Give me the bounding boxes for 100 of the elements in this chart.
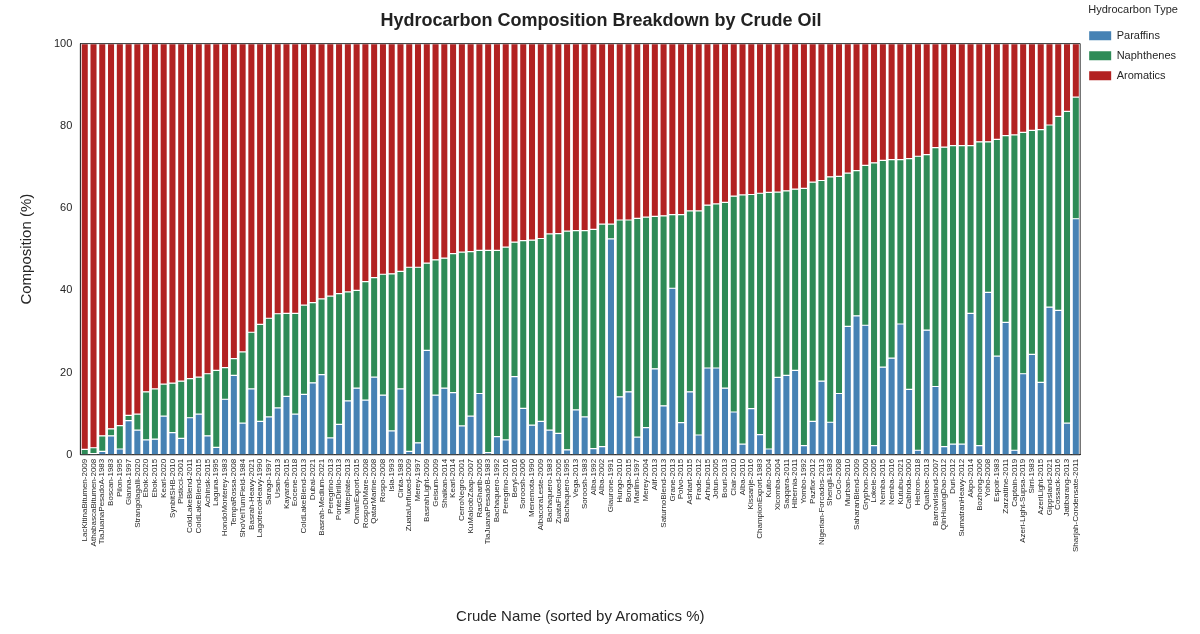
x-tick-label: Isla-1993 — [386, 458, 396, 492]
chart-title: Hydrocarbon Composition Breakdown by Crude Oil — [380, 9, 822, 30]
x-tick-label: Ebok-2020 — [141, 458, 151, 498]
x-tick-label: Gryphon-2000 — [860, 458, 870, 510]
x-tick-label: Pilon-1995 — [115, 458, 125, 497]
x-tick-label: ColdLakeBlend-2015 — [193, 458, 203, 534]
x-tick-label: RasGharib-2005 — [474, 458, 484, 518]
x-tick-label: Gippsland-2021 — [1044, 458, 1054, 516]
x-tick-label: Merey-1997 — [413, 458, 423, 502]
x-tick-label: Murban-2010 — [842, 458, 852, 507]
x-tick-label: Kayarah-2015 — [281, 458, 291, 510]
x-tick-label: Clair-2010 — [728, 458, 738, 496]
x-tick-label: Achinsk-2015 — [202, 458, 212, 508]
x-tick-label: Alba-2010 — [737, 458, 747, 496]
x-tick-label: Zarzaitine-2011 — [1000, 458, 1010, 514]
x-tick-label: Duri-2012 — [948, 458, 958, 494]
x-tick-label: Jatibarang-2013 — [1062, 458, 1072, 517]
x-tick-label: Laguna-1995 — [211, 458, 221, 506]
y-tick-label: 80 — [60, 118, 73, 131]
x-tick-label: QinHuangDao-2012 — [939, 458, 949, 530]
y-tick-label: 20 — [60, 365, 73, 378]
x-tick-label: Jotun-2005 — [711, 458, 721, 499]
y-tick-label: 100 — [53, 36, 73, 49]
x-tick-label: Nemba-2015 — [878, 458, 888, 505]
x-tick-label: LacKitinaBitumen-2009 — [79, 458, 89, 542]
x-tick-label: Soroosh-1983 — [579, 458, 589, 510]
x-tick-label: Bachaquero-1983 — [544, 458, 554, 523]
x-tick-label: Frade-2012 — [693, 458, 703, 501]
x-tick-label: Saqqara-2011 — [781, 458, 791, 509]
x-tick-label: OmanExport-2015 — [351, 458, 361, 525]
x-tick-label: CoCo-2008 — [834, 458, 844, 500]
x-tick-label: Mitteplate-2013 — [343, 458, 353, 514]
x-tick-label: Peregrino-2013 — [325, 458, 335, 514]
x-tick-label: Bonga-2015 — [623, 458, 633, 503]
legend-label: Paraffins — [1116, 28, 1161, 41]
x-tick-label: ColdLakeBlend-2011 — [185, 458, 195, 533]
x-tick-label: Nemba-2016 — [886, 458, 896, 505]
x-tick-label: AzeriLight-2015 — [1035, 458, 1045, 515]
x-tick-label: Peregrino-2016 — [500, 458, 510, 514]
x-tick-label: AthabascaBitumen-2008 — [88, 458, 98, 547]
x-tick-label: Kearl-2014 — [448, 458, 458, 498]
x-tick-label: Yombo-1992 — [799, 458, 809, 504]
x-tick-label: Bachaquero-1992 — [492, 458, 502, 523]
x-tick-label: AlbacoraLeste-2009 — [536, 458, 545, 531]
x-tick-label: CerroNegro-2001 — [457, 458, 467, 522]
y-tick-label: 60 — [60, 201, 73, 214]
x-tick-label: Basrah-Medium-2021 — [316, 458, 326, 536]
y-axis-title: Composition (%) — [17, 193, 35, 305]
x-tick-label: Akpo-2014 — [965, 458, 975, 498]
x-tick-label: ZuataUnfluxed-2009 — [404, 458, 414, 532]
x-tick-label: Shengli-1983 — [825, 458, 835, 506]
x-tick-label: QatarMarine-2008 — [369, 458, 379, 524]
x-tick-label: Kissanje-2016 — [746, 458, 756, 510]
x-tick-label: Nigerian-Forcados-2013 — [816, 458, 826, 546]
x-tick-label: PonteDirillo-2013 — [334, 458, 344, 521]
x-tick-label: SumatranHeavy-2012 — [956, 458, 966, 537]
y-tick-label: 40 — [60, 283, 73, 296]
x-tick-label: Bachaquero-1995 — [562, 458, 572, 523]
x-tick-label: QuaIboe-2013 — [921, 458, 931, 510]
x-tick-label: BarrowIsland-2007 — [930, 458, 940, 526]
x-tick-label: Marlim-1997 — [632, 458, 642, 504]
x-tick-label: Dubai-2021 — [307, 458, 317, 501]
x-tick-label: ShoVelTumField-1984 — [237, 458, 247, 538]
x-tick-label: SaharanBlend-2009 — [851, 458, 861, 530]
x-tick-label: Pazflor-2012 — [807, 458, 817, 505]
x-tick-label: Alif-2013 — [650, 458, 660, 491]
x-tick-label: ChampionExport-1983 — [755, 458, 765, 539]
x-tick-label: Menemota-1990 — [527, 458, 537, 518]
x-tick-label: Basrah-Heavy-2021 — [246, 458, 256, 530]
x-axis-title: Crude Name (sorted by Aromatics %) — [456, 607, 705, 625]
x-tick-label: Kuito-2004 — [764, 458, 774, 498]
x-tick-label: Alba-2002 — [597, 458, 607, 496]
x-tick-label: Ebok-2015 — [150, 458, 160, 498]
x-tick-label: Usan-2013 — [272, 458, 282, 498]
x-tick-label: Kutubu-2021 — [895, 458, 905, 505]
x-tick-label: Sharjah-Condensate-2011 — [1070, 458, 1080, 552]
x-tick-label: Azeri-Light-Supsa-2019 — [1018, 458, 1028, 543]
x-tick-label: Kearl-2020 — [158, 458, 168, 498]
x-tick-label: Vega-2013 — [571, 458, 581, 498]
x-tick-label: Hebron-2018 — [913, 458, 923, 506]
x-tick-label: Cinta-1983 — [395, 458, 405, 498]
x-tick-label: Arhun-2015 — [702, 458, 712, 501]
x-tick-label: Rospo-2008 — [378, 458, 388, 503]
x-tick-label: Ashtart-2015 — [685, 458, 695, 505]
legend-label: Naphthenes — [1116, 48, 1177, 61]
x-tick-label: Xicomba-2004 — [772, 458, 782, 511]
x-tick-label: Lokele-2005 — [869, 458, 879, 503]
x-tick-label: ColdLakeBlend-2013 — [299, 458, 309, 534]
x-tick-label: Gianna-1997 — [123, 458, 133, 506]
legend-label: Aromatics — [1116, 68, 1167, 81]
x-tick-label: Hungo-2010 — [614, 458, 624, 503]
x-tick-label: Espoir-1983 — [992, 458, 1002, 502]
x-tick-label: ZuataFluxed-2005 — [553, 458, 563, 524]
y-tick-label: 0 — [66, 447, 73, 460]
x-tick-label: Giaurone-1991 — [606, 458, 616, 513]
x-tick-label: Strangolagalli-2020 — [132, 458, 142, 528]
x-tick-label: Soroosh-2006 — [518, 458, 528, 510]
x-tick-label: KuMaloobZaap-2007 — [465, 458, 475, 534]
x-tick-label: TiaJuanaPesadoA-1983 — [97, 458, 107, 545]
x-tick-label: TiaJuanaPesadoB-1983 — [483, 458, 493, 545]
